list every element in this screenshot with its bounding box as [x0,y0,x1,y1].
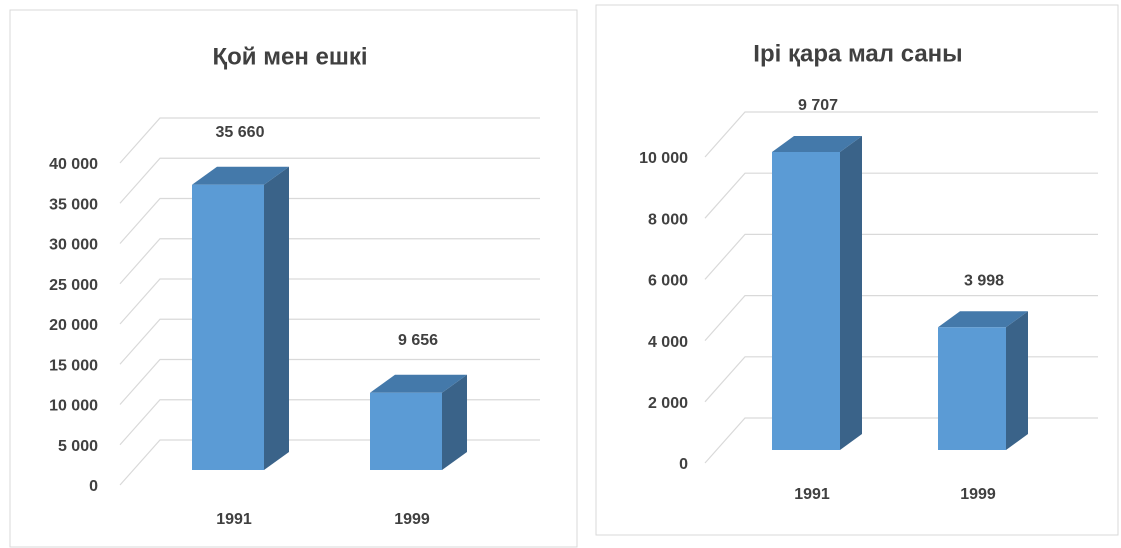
grid-line [119,318,540,365]
grid-line [119,238,540,285]
y-tick-label: 8 000 [648,211,688,228]
bar-top [938,311,1028,328]
bar-top [772,135,862,152]
chart-title: Қой мен ешкі [212,43,367,70]
bar [772,151,840,450]
grid-line [119,157,540,204]
value-label: 3 998 [964,272,1004,289]
y-tick-label: 30 000 [49,237,98,254]
bar [370,392,442,470]
bar-side [1006,311,1028,450]
y-tick-label: 10 000 [639,150,688,167]
grid-line [119,197,540,244]
bar [938,327,1006,450]
y-tick-label: 2 000 [648,395,688,412]
grid-line [704,233,1098,280]
x-tick-label: 1991 [216,511,252,528]
bar [192,184,264,470]
x-tick-label: 1999 [960,486,996,503]
chart-title: Ірі қара мал саны [753,40,962,67]
bar-side [264,166,289,470]
x-tick-label: 1999 [394,511,430,528]
grid-line [119,278,540,325]
y-tick-label: 10 000 [49,398,98,415]
y-tick-label: 5 000 [58,438,98,455]
grid-line [704,111,1098,158]
grid-line [119,117,540,164]
value-label: 9 707 [798,97,838,114]
y-tick-label: 4 000 [648,334,688,351]
y-tick-label: 35 000 [49,196,98,213]
grid-line [119,358,540,405]
x-tick-label: 1991 [794,486,830,503]
grid-line [704,172,1098,219]
y-tick-label: 6 000 [648,273,688,290]
y-tick-label: 40 000 [49,156,98,173]
grid-line [704,295,1098,341]
y-tick-label: 25 000 [49,277,98,294]
y-tick-label: 20 000 [49,317,98,334]
value-label: 9 656 [398,332,438,349]
y-tick-label: 0 [89,478,98,495]
bar-top [192,166,289,185]
bar-side [840,135,862,450]
y-tick-label: 15 000 [49,357,98,374]
y-tick-label: 0 [679,456,688,473]
bar-top [370,374,467,393]
value-label: 35 660 [216,124,265,141]
bar-side [442,374,467,470]
